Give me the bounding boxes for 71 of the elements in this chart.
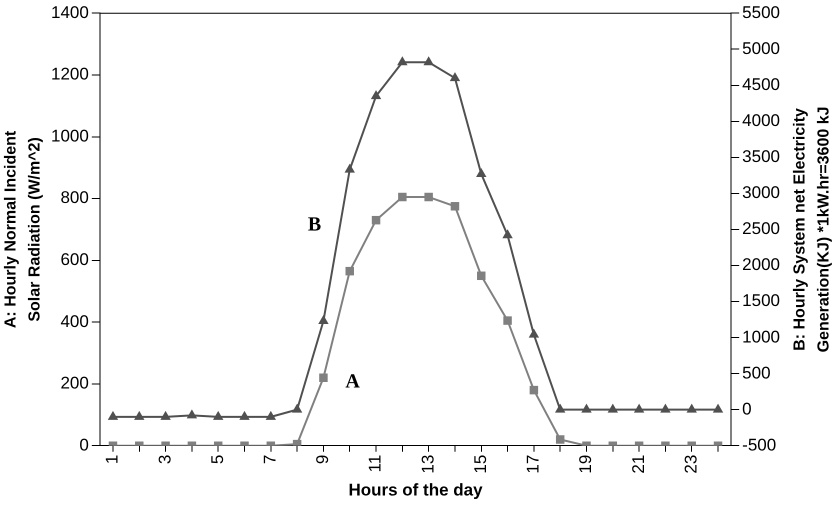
x-tick-label: 11 — [366, 454, 385, 472]
series-label: A — [345, 370, 360, 393]
x-tick-label: 3 — [155, 454, 174, 464]
y2-tick-label: 2000 — [742, 255, 780, 274]
y-tick-label: 1400 — [50, 2, 89, 22]
x-tick-label: 7 — [260, 454, 280, 464]
point — [370, 90, 382, 100]
point — [319, 373, 328, 382]
point — [530, 386, 538, 394]
x-tick-label: 23 — [681, 454, 700, 474]
point — [186, 409, 198, 418]
x-tick-label: 21 — [628, 454, 648, 474]
y2-tick-label: 4500 — [742, 74, 780, 94]
y2-tick-label: 1500 — [742, 291, 780, 310]
point — [528, 328, 540, 338]
x-tick-label: 15 — [470, 454, 490, 474]
y2-tick-label: 500 — [742, 363, 771, 382]
x-tick-label: 13 — [418, 454, 438, 474]
point — [134, 410, 144, 420]
series-label: B — [308, 213, 322, 236]
y2-tick-label: 0 — [742, 399, 752, 418]
point — [660, 404, 671, 413]
x-tick-label: 5 — [208, 454, 227, 464]
y-axis-title: A: Hourly Normal Incident Solar Radiation (W/m^2) — [2, 130, 44, 328]
x-axis-title: Hours of the day — [348, 480, 484, 500]
point — [424, 192, 433, 202]
point — [345, 266, 354, 276]
y2-tick-label: 2500 — [742, 219, 780, 238]
y-tick-label: 600 — [60, 250, 89, 270]
point — [239, 410, 250, 420]
point — [397, 56, 408, 66]
point — [503, 316, 512, 325]
point — [477, 272, 486, 280]
point — [554, 404, 566, 413]
point — [344, 164, 355, 173]
point — [634, 404, 644, 413]
point — [213, 410, 224, 420]
x-tick-label: 9 — [313, 454, 332, 464]
point — [423, 56, 434, 66]
point — [712, 404, 724, 413]
y-tick-label: 1000 — [50, 126, 89, 146]
point — [450, 72, 460, 82]
y2-tick-label: 4000 — [742, 111, 780, 130]
y-tick-label: 0 — [79, 435, 89, 454]
point — [372, 216, 380, 224]
y-tick-label: 200 — [60, 374, 89, 393]
point — [266, 410, 276, 420]
point — [581, 404, 592, 413]
x-tick-label: 17 — [524, 454, 543, 474]
point — [608, 404, 618, 413]
point — [292, 404, 302, 413]
point — [476, 168, 486, 177]
point — [450, 202, 460, 211]
y2-tick-label: 1000 — [742, 327, 780, 346]
x-tick-label: 1 — [102, 454, 122, 464]
point — [398, 192, 407, 202]
y-tick-label: 800 — [60, 188, 89, 208]
y-tick-label: 1200 — [50, 64, 89, 84]
y2-tick-label: 3500 — [742, 147, 780, 166]
point — [160, 410, 171, 420]
y2-tick-label: 5500 — [742, 2, 780, 22]
y2-tick-label: 5000 — [742, 38, 780, 58]
y-tick-label: 400 — [60, 312, 89, 331]
y2-tick-label: 3000 — [742, 183, 780, 202]
point — [502, 229, 513, 238]
point — [686, 404, 697, 413]
y2-tick-label: -500 — [742, 435, 776, 454]
point — [318, 314, 329, 324]
x-tick-label: 19 — [576, 454, 596, 474]
y2-axis-title: B: Hourly System net Electricity Generation(KJ) *1kW.hr=3600 kJ — [791, 106, 832, 352]
point — [108, 410, 118, 420]
